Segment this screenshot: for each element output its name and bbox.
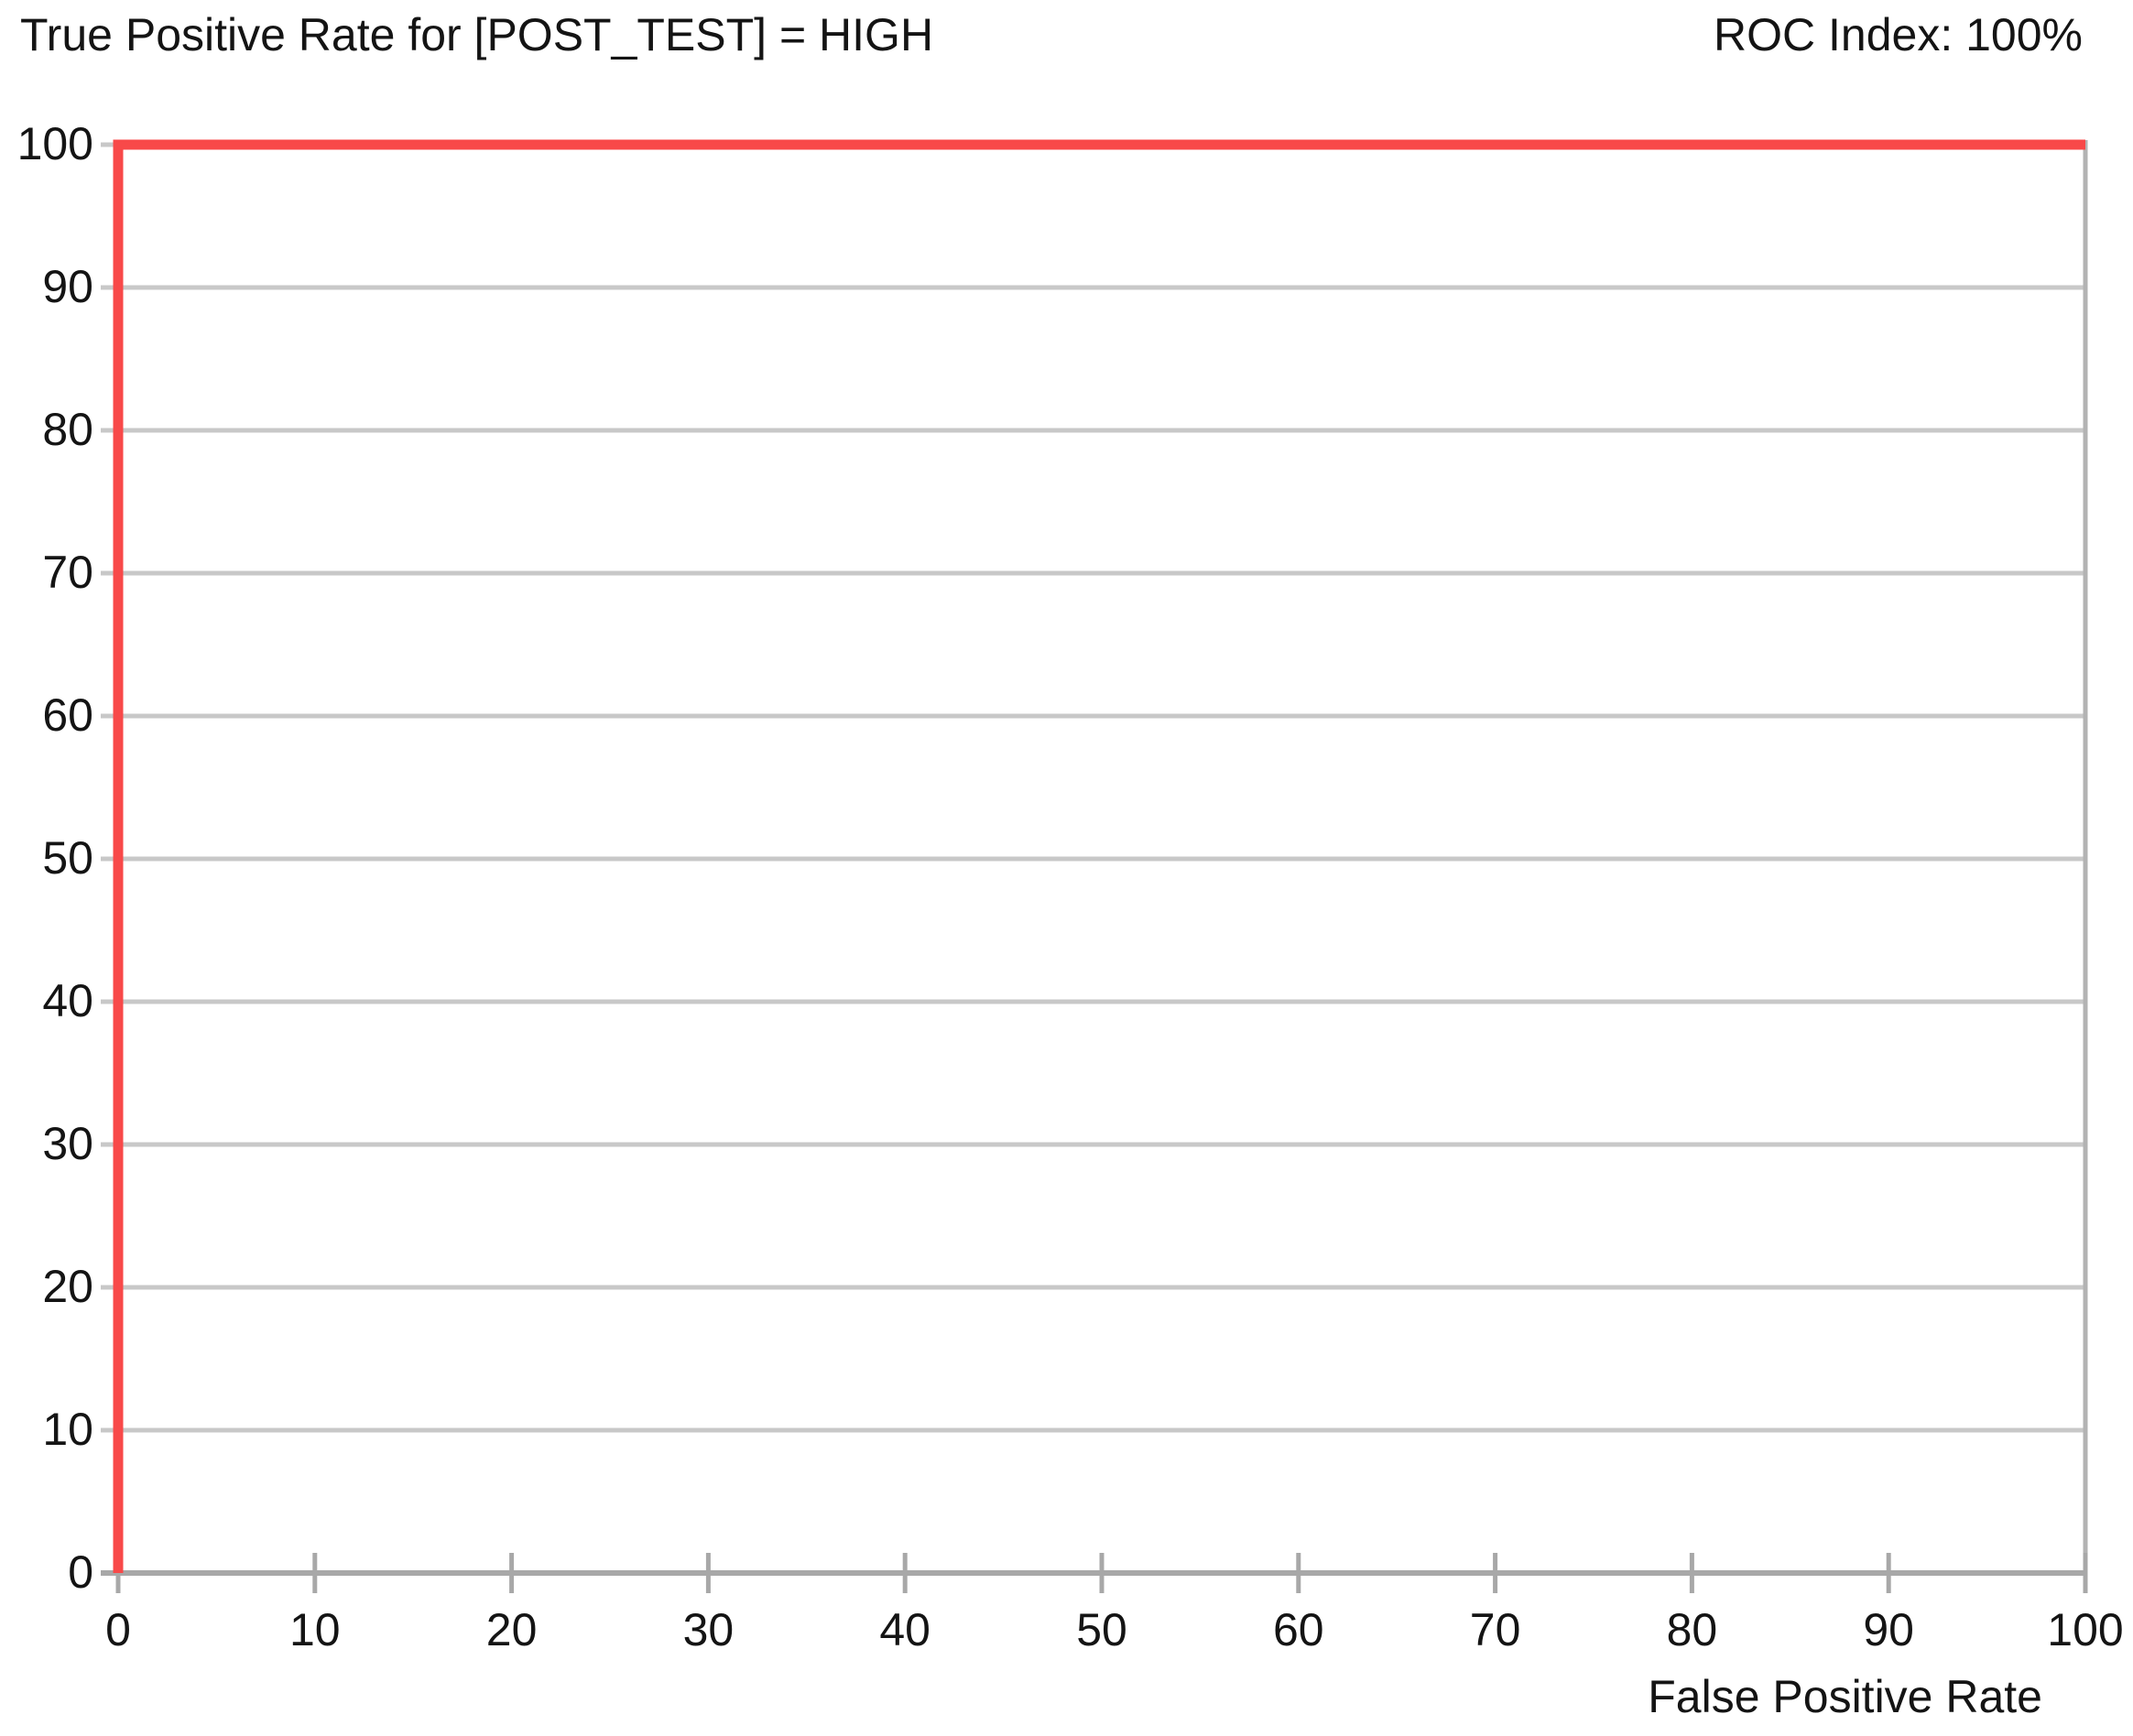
y-axis-tick-label: 100 bbox=[17, 118, 93, 169]
roc-curve-line bbox=[113, 139, 2085, 1573]
x-axis-tick-label: 40 bbox=[879, 1604, 930, 1655]
y-axis-tick-label: 10 bbox=[42, 1404, 93, 1455]
y-axis-tick-label: 60 bbox=[42, 689, 93, 741]
x-axis-tick-label: 100 bbox=[2047, 1604, 2123, 1655]
x-axis-tick-label: 90 bbox=[1863, 1604, 1914, 1655]
x-axis-tick-label: 60 bbox=[1273, 1604, 1324, 1655]
x-axis-title: False Positive Rate bbox=[1648, 1671, 2042, 1722]
y-axis-tick-label: 40 bbox=[42, 975, 93, 1026]
y-axis-tick-label: 80 bbox=[42, 404, 93, 455]
x-axis-tick-label: 20 bbox=[486, 1604, 538, 1655]
x-axis-tick-label: 70 bbox=[1470, 1604, 1521, 1655]
y-axis-tick-label: 20 bbox=[42, 1261, 93, 1312]
x-axis-tick-label: 10 bbox=[289, 1604, 341, 1655]
roc-index-annotation: ROC Index: 100% bbox=[1714, 9, 2083, 60]
chart-title: True Positive Rate for [POST_TEST] = HIG… bbox=[20, 9, 934, 60]
y-axis-tick-label: 90 bbox=[42, 261, 93, 312]
y-axis-tick-label: 0 bbox=[68, 1546, 93, 1598]
y-axis-tick-label: 70 bbox=[42, 547, 93, 598]
x-axis-tick-label: 80 bbox=[1667, 1604, 1718, 1655]
y-axis-tick-label: 30 bbox=[42, 1118, 93, 1169]
x-axis-tick-label: 50 bbox=[1076, 1604, 1127, 1655]
y-axis-tick-label: 50 bbox=[42, 832, 93, 884]
x-axis-tick-label: 30 bbox=[683, 1604, 735, 1655]
x-axis-tick-label: 0 bbox=[105, 1604, 131, 1655]
